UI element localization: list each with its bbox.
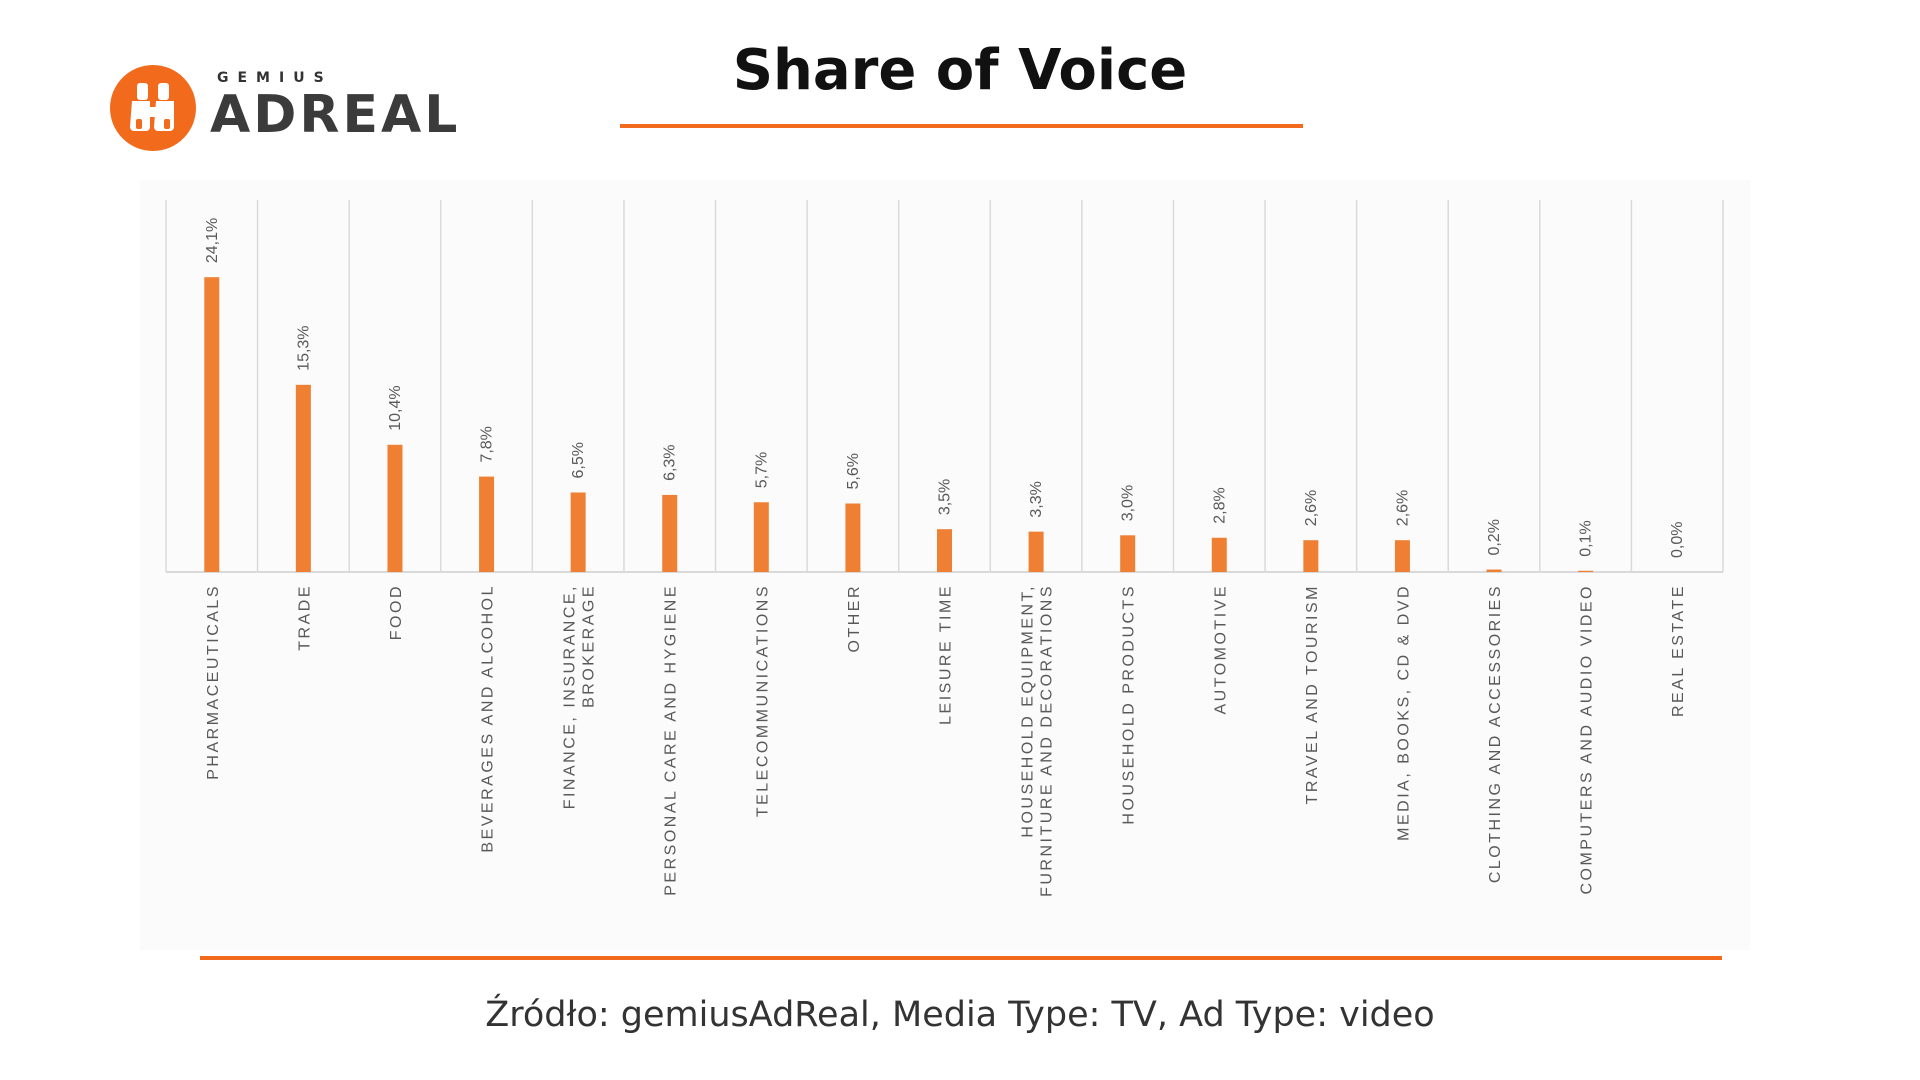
bar <box>479 476 495 572</box>
chart-panel: 24,1% PHARMACEUTICALS 15,3% TRADE 10,4% FOOD 7… <box>140 180 1750 950</box>
bar <box>1028 531 1044 572</box>
category-label: TELECOMMUNICATIONS <box>754 584 771 817</box>
category-label: BROKERAGE <box>581 584 598 708</box>
data-label: 2,6% <box>1303 490 1320 526</box>
category-label: REAL ESTATE <box>1670 584 1687 717</box>
share-of-voice-chart: 24,1% PHARMACEUTICALS 15,3% TRADE 10,4% FOOD 7… <box>165 200 1724 897</box>
data-label: 0,0% <box>1669 522 1686 558</box>
source-note: Źródło: gemiusAdReal, Media Type: TV, Ad… <box>485 995 1435 1035</box>
category-label: HOUSEHOLD EQUIPMENT, <box>1020 584 1037 838</box>
category-label: FOOD <box>388 584 405 640</box>
data-label: 3,3% <box>1028 481 1045 517</box>
category-label: FURNITURE AND DECORATIONS <box>1039 584 1056 897</box>
category-label: CLOTHING AND ACCESSORIES <box>1487 584 1504 883</box>
data-label: 24,1% <box>204 218 221 263</box>
page-title: Share of Voice <box>732 38 1188 103</box>
logo-adreal-text: ADREAL <box>210 85 461 145</box>
category-label: TRADE <box>296 584 313 651</box>
data-label: 15,3% <box>295 325 312 370</box>
category-label: AUTOMOTIVE <box>1212 584 1229 715</box>
data-label: 5,6% <box>845 453 862 489</box>
bar <box>387 444 403 572</box>
category-label: PHARMACEUTICALS <box>205 584 222 780</box>
bar <box>1303 540 1319 572</box>
category-label: COMPUTERS AND AUDIO VIDEO <box>1579 584 1596 895</box>
bar <box>753 502 769 572</box>
category-label: TRAVEL AND TOURISM <box>1304 584 1321 804</box>
bar <box>204 277 220 572</box>
data-label: 6,3% <box>662 444 679 480</box>
data-label: 6,5% <box>570 442 587 478</box>
title-underline <box>620 124 1303 128</box>
footer-rule <box>200 956 1722 960</box>
category-label: MEDIA, BOOKS, CD & DVD <box>1395 584 1412 841</box>
bar <box>570 492 586 572</box>
logo-gemius-text: GEMIUS <box>217 70 333 86</box>
bar <box>845 503 861 572</box>
category-label: BEVERAGES AND ALCOHOL <box>480 584 497 853</box>
category-label: FINANCE, INSURANCE, <box>562 584 579 809</box>
category-label: OTHER <box>846 584 863 653</box>
bar <box>1211 537 1227 572</box>
data-label: 2,8% <box>1211 487 1228 523</box>
bar <box>295 384 311 572</box>
binoculars-icon <box>110 65 196 151</box>
data-label: 7,8% <box>479 426 496 462</box>
category-label: HOUSEHOLD PRODUCTS <box>1121 584 1138 825</box>
bar <box>1486 569 1502 572</box>
category-label: PERSONAL CARE AND HYGIENE <box>663 584 680 896</box>
bar <box>1394 540 1410 572</box>
category-label: LEISURE TIME <box>938 584 955 725</box>
bar <box>662 494 678 572</box>
data-label: 10,4% <box>387 385 404 430</box>
data-label: 0,2% <box>1486 519 1503 555</box>
data-label: 0,1% <box>1578 520 1595 556</box>
bar <box>937 529 952 572</box>
bar <box>1578 570 1594 572</box>
data-label: 3,5% <box>937 479 954 515</box>
gemius-adreal-logo: GEMIUS ADREAL <box>110 65 457 155</box>
data-label: 5,7% <box>753 452 770 488</box>
data-label: 3,0% <box>1120 485 1137 521</box>
data-label: 2,6% <box>1394 490 1411 526</box>
bar <box>1120 535 1136 572</box>
